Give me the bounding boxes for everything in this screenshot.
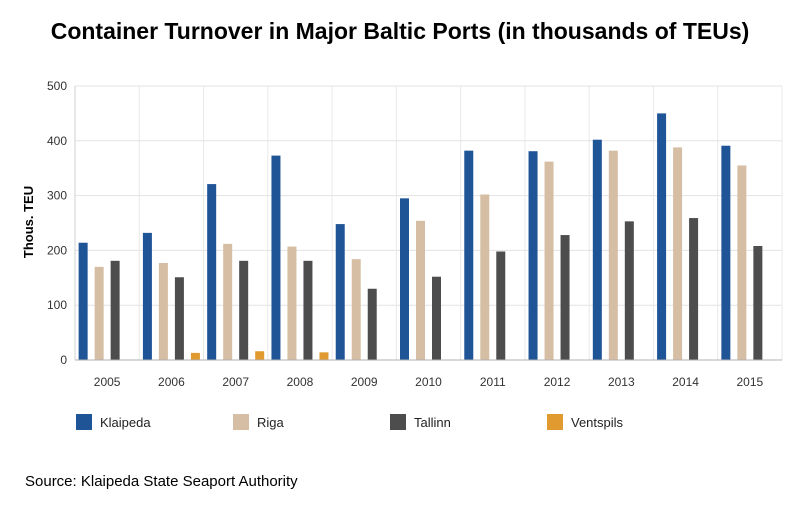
bar-ventspils-2008 <box>319 352 329 360</box>
x-tick-label: 2005 <box>94 375 121 389</box>
bar-tallinn-2008 <box>303 260 313 360</box>
legend-swatch-ventspils <box>547 414 563 430</box>
bar-riga-2013 <box>608 150 618 360</box>
legend-label-ventspils: Ventspils <box>571 415 624 430</box>
bar-ventspils-2006 <box>190 352 200 360</box>
bar-riga-2011 <box>480 194 490 360</box>
bar-riga-2009 <box>351 259 361 360</box>
bar-tallinn-2012 <box>560 235 570 360</box>
bars <box>78 113 763 361</box>
bar-chart: 0 100 200 300 400 500 2005 2006 2007 2008 2009 201… <box>21 79 783 430</box>
bar-tallinn-2011 <box>496 251 506 360</box>
x-tick-label: 2010 <box>415 375 442 389</box>
legend-swatch-riga <box>233 414 249 430</box>
bar-riga-2012 <box>544 161 554 360</box>
x-tick-label: 2006 <box>158 375 185 389</box>
bar-klaipeda-2005 <box>78 242 88 360</box>
legend: Klaipeda Riga Tallinn Ventspils <box>76 414 624 430</box>
x-tick-label: 2012 <box>544 375 571 389</box>
bar-riga-2008 <box>287 246 297 360</box>
axes <box>74 86 782 361</box>
bar-riga-2007 <box>223 243 233 360</box>
bar-klaipeda-2014 <box>657 113 667 361</box>
x-tick-label: 2007 <box>222 375 249 389</box>
bar-klaipeda-2010 <box>400 198 409 360</box>
bar-riga-2014 <box>673 147 683 360</box>
bar-klaipeda-2011 <box>464 150 474 360</box>
legend-label-klaipeda: Klaipeda <box>100 415 151 430</box>
bar-riga-2015 <box>737 165 747 360</box>
y-tick-label: 0 <box>60 353 67 367</box>
bar-riga-2006 <box>158 263 168 360</box>
x-tick-label: 2009 <box>351 375 378 389</box>
bar-klaipeda-2007 <box>207 184 217 360</box>
bar-klaipeda-2013 <box>592 139 602 360</box>
bar-tallinn-2007 <box>239 260 249 360</box>
x-tick-label: 2011 <box>480 375 506 389</box>
legend-swatch-tallinn <box>390 414 406 430</box>
bar-klaipeda-2008 <box>271 155 281 360</box>
y-tick-label: 200 <box>47 243 67 257</box>
bar-tallinn-2009 <box>367 288 377 360</box>
legend-label-riga: Riga <box>257 415 285 430</box>
y-tick-labels: 0 100 200 300 400 500 <box>47 79 67 367</box>
bar-klaipeda-2009 <box>335 224 345 360</box>
bar-tallinn-2010 <box>432 276 441 360</box>
legend-label-tallinn: Tallinn <box>414 415 451 430</box>
bar-tallinn-2006 <box>174 277 184 360</box>
grid-lines <box>74 85 783 361</box>
x-tick-label: 2015 <box>737 375 764 389</box>
bar-tallinn-2015 <box>753 246 763 360</box>
x-tick-labels: 2005 2006 2007 2008 2009 2010 2011 2012 2013 2014… <box>94 375 764 389</box>
chart-title: Container Turnover in Major Baltic Ports… <box>50 18 750 44</box>
y-tick-label: 400 <box>47 134 67 148</box>
bar-ventspils-2007 <box>255 351 265 360</box>
bar-tallinn-2005 <box>110 260 120 360</box>
bar-riga-2005 <box>94 266 104 360</box>
bar-tallinn-2014 <box>689 218 699 360</box>
bar-klaipeda-2006 <box>142 232 152 360</box>
y-tick-label: 100 <box>47 298 67 312</box>
bar-riga-2010 <box>416 220 425 360</box>
x-tick-label: 2013 <box>608 375 635 389</box>
legend-swatch-klaipeda <box>76 414 92 430</box>
y-tick-label: 300 <box>47 189 67 203</box>
x-tick-label: 2008 <box>287 375 314 389</box>
x-tick-label: 2014 <box>672 375 699 389</box>
bar-klaipeda-2015 <box>721 145 731 360</box>
bar-tallinn-2013 <box>624 221 634 360</box>
source-note: Source: Klaipeda State Seaport Authority <box>25 473 298 490</box>
y-tick-label: 500 <box>47 79 67 93</box>
bar-klaipeda-2012 <box>528 151 538 360</box>
y-axis-label: Thous. TEU <box>21 186 36 258</box>
